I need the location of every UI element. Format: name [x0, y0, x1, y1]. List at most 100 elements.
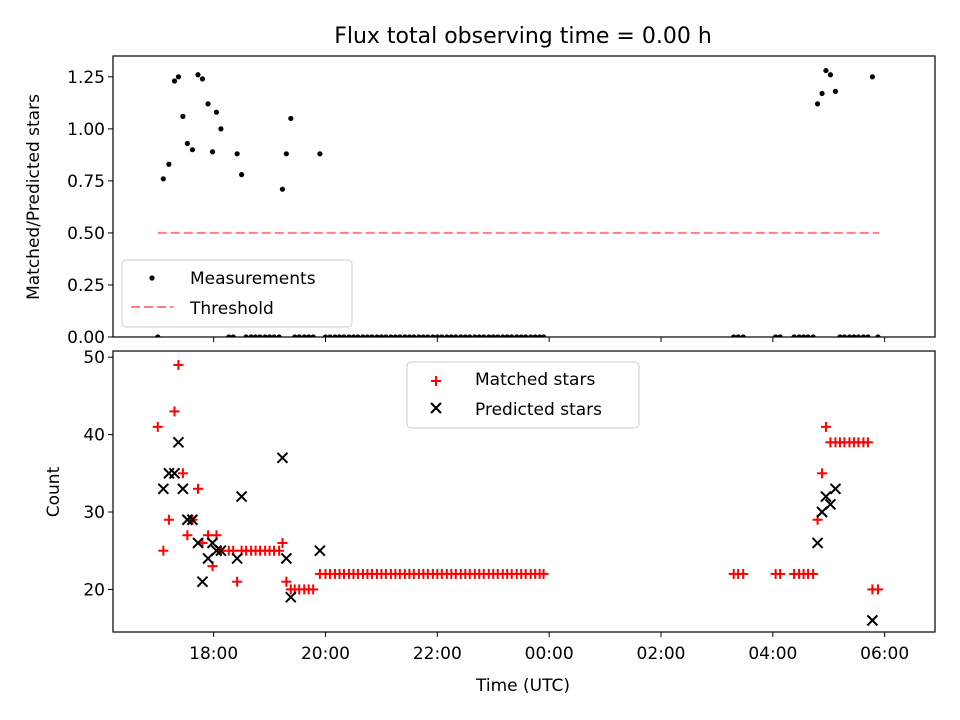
matched-stars-point	[158, 545, 169, 556]
matched-stars-point	[820, 421, 831, 432]
predicted-stars-point	[314, 545, 326, 557]
measurements-point	[832, 88, 839, 94]
measurements-point	[209, 149, 216, 155]
matched-stars-point	[173, 359, 184, 370]
measurements-point	[195, 72, 201, 78]
predicted-stars-point	[811, 537, 824, 549]
measurements-point	[509, 334, 515, 337]
measurements-point	[425, 334, 431, 337]
measurements-point	[540, 334, 547, 337]
measurements-point	[420, 334, 426, 337]
predicted-stars-point	[824, 498, 837, 510]
measurements-point	[346, 334, 352, 337]
bottom-x-tick-label: 20:00	[301, 644, 350, 664]
measurements-point	[355, 334, 361, 337]
measurements-point	[796, 334, 802, 337]
measurements-point	[860, 334, 867, 337]
bottom-y-tick-label: 20	[83, 580, 105, 600]
measurements-point	[500, 334, 506, 337]
measurements-point	[416, 334, 422, 337]
predicted-stars-point	[820, 490, 832, 503]
matched-stars-point	[152, 421, 163, 432]
bottom-axes-frame	[112, 350, 936, 633]
bottom-y-tick-label: 40	[83, 426, 105, 446]
measurements-point	[458, 334, 464, 337]
top-plot-area: 0.00 0.25 0.50 0.75 1.00 1.25	[67, 67, 886, 348]
measurements-point	[439, 334, 445, 337]
measurements-point	[476, 334, 482, 337]
legend-predicted-label: Predicted stars	[475, 400, 602, 420]
measurements-point	[276, 334, 282, 337]
measurements-point	[336, 334, 343, 337]
predicted-stars-point	[192, 537, 204, 549]
predicted-stars-point	[215, 545, 227, 557]
measurements-point	[388, 334, 394, 337]
measurements-point	[869, 74, 875, 80]
measurements-point	[374, 334, 380, 337]
measurements-point	[369, 334, 375, 337]
matched-stars-point	[862, 437, 873, 448]
top-markers	[155, 67, 881, 337]
measurements-point	[199, 76, 206, 82]
measurements-point	[243, 334, 249, 337]
measurements-point	[448, 334, 454, 337]
predicted-stars-point	[276, 452, 289, 464]
matched-stars-point	[182, 530, 193, 541]
measurements-point	[800, 334, 807, 337]
legend-measurements-label: Measurements	[190, 269, 316, 289]
predicted-stars-point	[210, 545, 223, 557]
legend-matched-label: Matched stars	[475, 370, 595, 390]
top-axes-frame	[112, 55, 936, 338]
measurements-point	[504, 334, 510, 337]
measurements-point	[341, 334, 347, 337]
measurements-point	[851, 334, 857, 337]
measurements-point	[301, 334, 307, 337]
measurements-point	[865, 334, 871, 337]
predicted-stars-point	[285, 591, 297, 603]
top-y-tick-label: 0.00	[67, 328, 105, 348]
matched-stars-point	[538, 568, 549, 579]
measurements-point	[184, 140, 190, 147]
measurements-point	[327, 334, 333, 337]
measurements-point	[383, 334, 389, 337]
top-chart-title: Flux total observing time = 0.00 h	[334, 24, 712, 49]
predicted-stars-point	[172, 436, 185, 449]
measurements-point	[805, 334, 811, 337]
legend-matched-marker	[431, 376, 441, 386]
measurements-point	[205, 101, 211, 107]
measurements-point	[364, 334, 371, 337]
bottom-x-tick-label: 04:00	[748, 644, 797, 664]
measurements-point	[814, 101, 821, 107]
measurements-point	[532, 334, 538, 337]
bottom-x-tick-label: 00:00	[525, 644, 574, 664]
matched-stars-point	[274, 545, 285, 556]
measurements-point	[453, 334, 459, 337]
measurements-point	[310, 334, 316, 337]
top-y-axis-label: Matched/Predicted stars	[24, 94, 44, 300]
matched-stars-point	[192, 483, 203, 494]
measurements-point	[490, 334, 496, 337]
top-y-tick-label: 0.50	[67, 224, 105, 244]
measurements-point	[332, 334, 338, 337]
measurements-point	[378, 334, 385, 337]
measurements-point	[406, 334, 412, 337]
matched-stars-point	[308, 584, 319, 595]
measurements-point	[266, 334, 273, 337]
measurements-point	[837, 334, 843, 337]
measurements-point	[292, 334, 298, 337]
measurements-point	[239, 172, 245, 178]
matched-stars-point	[817, 468, 828, 479]
measurements-point	[481, 334, 487, 337]
measurements-point	[180, 113, 186, 119]
matched-stars-point	[738, 568, 749, 579]
measurements-point	[360, 334, 366, 337]
predicted-stars-point	[181, 514, 194, 526]
bottom-y-tick-label: 30	[83, 503, 105, 523]
measurements-point	[472, 334, 478, 337]
bottom-y-axis-label: Count	[44, 466, 64, 517]
bottom-markers	[152, 359, 883, 627]
predicted-stars-point	[186, 514, 199, 526]
measurements-point	[288, 115, 294, 122]
measurements-point	[171, 78, 178, 84]
